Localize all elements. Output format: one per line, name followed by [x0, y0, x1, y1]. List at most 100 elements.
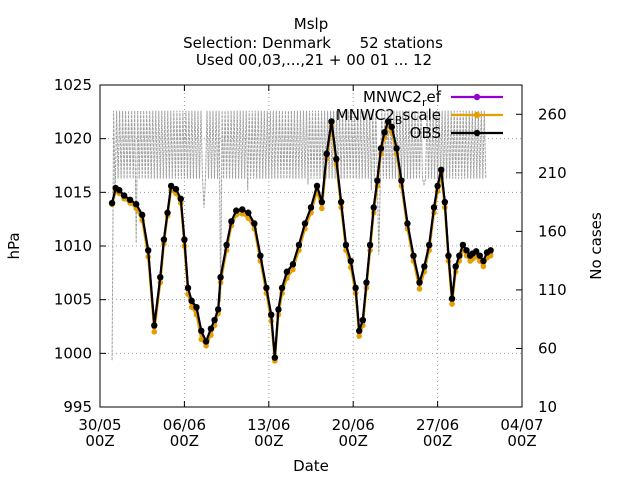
obs-point — [476, 252, 483, 259]
obs-point — [177, 195, 184, 202]
obs-point — [359, 316, 367, 324]
x-tick-label-time: 00Z — [507, 432, 536, 450]
obs-point — [184, 284, 192, 292]
obs-point — [145, 247, 152, 254]
obs-point — [167, 182, 175, 190]
obs-point — [275, 306, 282, 313]
y2-tick-label: 210 — [538, 164, 567, 182]
obs-point — [438, 166, 445, 173]
obs-point — [239, 206, 246, 213]
obs-point — [480, 257, 487, 265]
obs-point — [289, 261, 297, 268]
obs-point — [207, 325, 215, 332]
obs-point — [456, 252, 463, 259]
obs-point — [347, 257, 354, 265]
x-tick-label-time: 00Z — [254, 432, 283, 450]
obs-point — [416, 279, 423, 286]
obs-point — [164, 209, 171, 216]
obs-point — [126, 196, 134, 204]
x-tick-label-date: 20/06 — [332, 416, 375, 434]
obs-point — [211, 316, 218, 324]
y-axis-label: hPa — [5, 232, 23, 259]
obs-point — [342, 241, 350, 249]
obs-point — [120, 192, 128, 199]
scale-point — [198, 336, 205, 343]
obs-point — [233, 207, 240, 214]
legend-label-obs: OBS — [410, 124, 441, 142]
obs-point — [421, 263, 428, 270]
obs-point — [352, 284, 359, 292]
x-tick-label-date: 04/07 — [500, 416, 543, 434]
x-tick-label-date: 30/05 — [78, 416, 121, 434]
cases-line — [111, 110, 487, 361]
y2-tick-label: 160 — [538, 222, 567, 240]
scale-point — [480, 263, 487, 270]
obs-point — [445, 252, 452, 259]
obs-point — [410, 252, 417, 259]
scale-point — [319, 205, 325, 212]
chart-title-line-3: Used 00,03,...,21 + 00 01 ... 12 — [196, 51, 432, 69]
scale-point — [416, 286, 423, 292]
obs-point — [337, 198, 345, 206]
obs-point — [268, 311, 275, 318]
obs-point — [425, 241, 433, 249]
y2-tick-label: 110 — [538, 281, 567, 299]
x-tick-label-date: 13/06 — [247, 416, 290, 434]
obs-point — [404, 220, 411, 227]
obs-point — [271, 354, 279, 361]
y2-tick-label: 60 — [538, 339, 557, 357]
obs-point — [388, 123, 395, 131]
obs-point — [228, 218, 235, 225]
obs-point — [487, 247, 494, 254]
obs-point — [377, 145, 385, 152]
legend-marker-scale — [473, 111, 481, 119]
scale-point — [449, 301, 455, 307]
x-tick-label-date: 27/06 — [416, 416, 459, 434]
y-tick-label: 1015 — [54, 183, 92, 201]
y-tick-label: 1025 — [54, 76, 92, 94]
chart-title-line-2: Selection: Denmark 52 stations — [183, 34, 443, 52]
y2-tick-label: 260 — [538, 105, 567, 123]
obs-point — [384, 118, 392, 125]
obs-point — [139, 211, 146, 219]
obs-point — [301, 220, 309, 227]
obs-point — [459, 241, 467, 249]
obs-point — [283, 268, 291, 275]
y-tick-label: 1000 — [54, 344, 92, 362]
obs-point — [356, 327, 363, 334]
obs-point — [202, 338, 210, 345]
obs-point — [278, 284, 286, 292]
y-tick-label: 1020 — [54, 130, 92, 148]
obs-point — [374, 177, 381, 184]
obs-point — [198, 327, 205, 334]
obs-point — [463, 247, 470, 254]
obs-point — [333, 155, 340, 163]
obs-point — [193, 303, 200, 311]
obs-point — [181, 236, 188, 243]
obs-point — [363, 279, 370, 286]
obs-point — [313, 182, 321, 190]
obs-point — [430, 204, 438, 211]
scale-point — [203, 343, 209, 349]
chart-title-line-1: Mslp — [294, 15, 328, 33]
obs-point — [452, 263, 459, 270]
obs-point — [214, 306, 222, 313]
x-tick-label-date: 06/06 — [163, 416, 206, 434]
obs-point — [318, 198, 326, 206]
obs-point — [132, 200, 140, 208]
obs-point — [323, 150, 330, 157]
legend-marker-ref — [473, 93, 481, 101]
scale-point — [239, 211, 246, 217]
obs-point — [257, 252, 264, 259]
obs-point — [295, 241, 303, 249]
obs-point — [251, 220, 258, 227]
scale-point — [188, 304, 195, 310]
x-axis-label: Date — [293, 457, 329, 475]
obs-point — [188, 297, 195, 304]
obs-point — [366, 241, 374, 249]
obs-point — [217, 273, 224, 281]
scale-point — [356, 333, 363, 339]
cases-series — [111, 110, 487, 361]
